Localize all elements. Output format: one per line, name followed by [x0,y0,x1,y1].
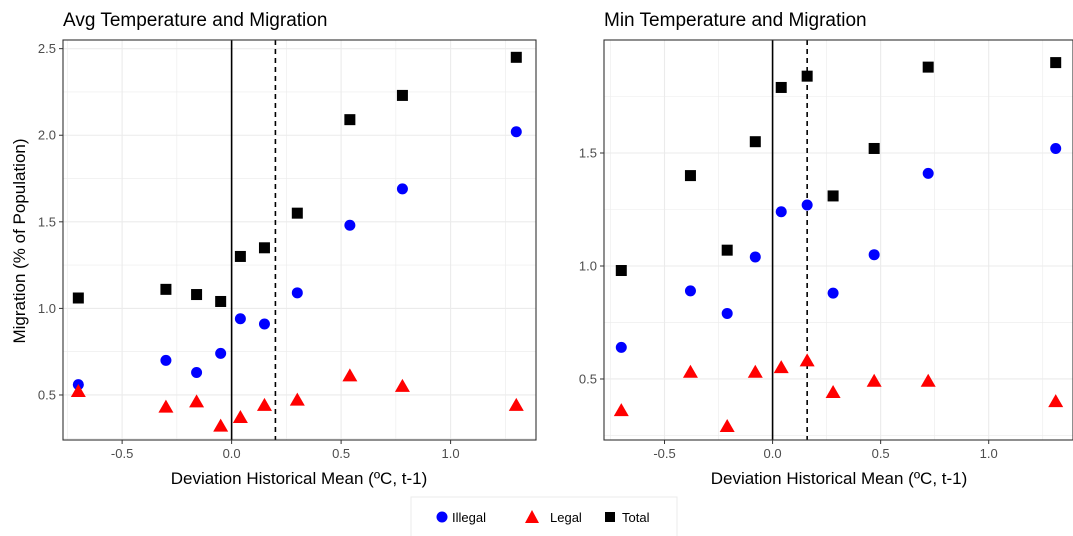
avg-legal-point [158,399,174,413]
legend-illegal-label: Illegal [452,510,486,525]
min-legal-point [866,373,882,387]
min-illegal-point [775,206,787,218]
avg-temperature-panel: Avg Temperature and Migration Migration … [10,10,537,488]
avg-total-point [160,283,172,295]
min-panel-title: Min Temperature and Migration [604,10,867,31]
avg-illegal-point [344,219,356,231]
min-illegal-point [827,287,839,299]
avg-legal-point [232,409,248,423]
min-illegal-point [922,167,934,179]
avg-total-point [258,242,270,254]
avg-total-point [291,207,303,219]
avg-legal-point [213,418,229,432]
min-illegal-point [684,285,696,297]
min-total-point [801,70,813,82]
legend-illegal-key [436,511,448,523]
avg-illegal-point [291,287,303,299]
avg-total-point [191,289,203,301]
legend-legal-label: Legal [550,510,582,525]
avg-illegal-point [160,354,172,366]
min-legal-point [719,418,735,432]
min-total-point [749,136,761,148]
avg-panel-border [62,39,537,441]
avg-total-point [215,295,227,307]
min-illegal-point [615,341,627,353]
avg-legal-point [70,384,86,398]
avg-total-point [396,89,408,101]
avg-legal-point [256,397,272,411]
min-illegal-point [801,199,813,211]
avg-illegal-point [258,318,270,330]
avg-illegal-point [510,126,522,138]
avg-illegal-point [215,347,227,359]
avg-x-tick-label: 1.0 [442,446,460,461]
avg-legal-point [342,368,358,382]
avg-legal-point [508,397,524,411]
avg-total-point [72,292,84,304]
min-plot-area [603,39,1073,441]
avg-panel-background [63,40,536,440]
legend-total-key [605,512,615,522]
min-y-tick-label: 0.5 [579,371,597,386]
min-panel-background [604,40,1073,440]
min-x-axis-label: Deviation Historical Mean (ºC, t-1) [711,469,968,488]
avg-x-tick-label: 0.0 [223,446,241,461]
avg-y-tick-label: 2.5 [38,41,56,56]
legend: Illegal Legal Total [410,496,678,536]
avg-legal-point [394,378,410,392]
min-legal-point [773,360,789,374]
avg-x-tick-label: -0.5 [111,446,133,461]
min-total-point [775,81,787,93]
legend-box [410,496,678,536]
avg-total-point [234,250,246,262]
avg-y-axis-label-group: Migration (% of Population) [10,138,29,343]
min-legal-point [920,373,936,387]
min-legal-point [613,403,629,417]
min-illegal-point [1050,142,1062,154]
min-total-point [1050,57,1062,69]
min-x-tick-label: 0.0 [764,446,782,461]
min-total-point [684,170,696,182]
min-total-point [868,142,880,154]
avg-total-point [344,114,356,126]
min-temperature-panel: Min Temperature and Migration Deviation … [579,10,1073,488]
min-y-tick-label: 1.0 [579,258,597,273]
avg-legal-point [189,394,205,408]
min-legal-point [825,385,841,399]
min-legal-point [1048,394,1064,408]
avg-y-tick-label: 1.0 [38,301,56,316]
min-total-point [721,244,733,256]
avg-y-tick-label: 0.5 [38,387,56,402]
min-legal-point [747,364,763,378]
min-x-tick-label: 0.5 [872,446,890,461]
min-illegal-point [721,307,733,319]
avg-y-tick-label: 2.0 [38,128,56,143]
avg-y-tick-label: 1.5 [38,214,56,229]
min-panel-border [603,39,1073,441]
avg-panel-title: Avg Temperature and Migration [63,10,327,31]
min-legal-point [682,364,698,378]
min-illegal-point [868,249,880,261]
avg-plot-area [62,39,537,441]
avg-y-axis-label: Migration (% of Population) [10,138,29,343]
legend-total-label: Total [622,510,650,525]
min-illegal-point [749,251,761,263]
avg-legal-point [289,392,305,406]
min-legal-point [799,353,815,367]
avg-total-point [510,51,522,63]
min-total-point [922,61,934,73]
min-total-point [827,190,839,202]
avg-illegal-point [191,366,203,378]
min-x-tick-label: 1.0 [980,446,998,461]
min-x-tick-label: -0.5 [653,446,675,461]
avg-illegal-point [396,183,408,195]
legend-legal-key [525,510,539,523]
avg-illegal-point [234,313,246,325]
min-total-point [615,265,627,277]
min-y-tick-label: 1.5 [579,145,597,160]
avg-x-axis-label: Deviation Historical Mean (ºC, t-1) [171,469,428,488]
avg-x-tick-label: 0.5 [332,446,350,461]
